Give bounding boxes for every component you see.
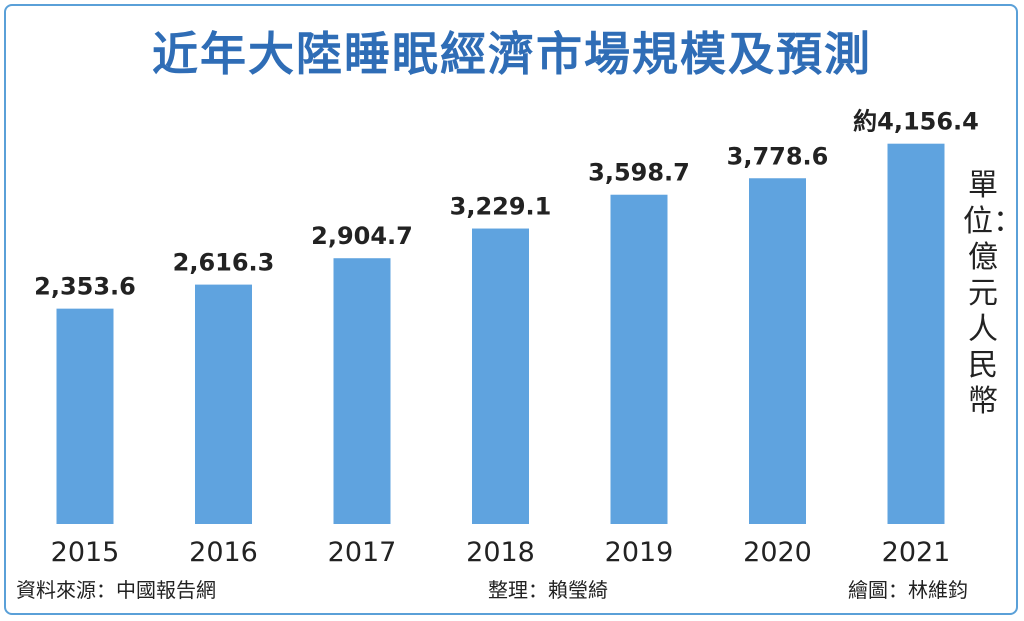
bar-2016 xyxy=(195,284,252,524)
value-label-2021: 約4,156.4 xyxy=(853,108,979,136)
x-tick-2021: 2021 xyxy=(882,537,951,568)
value-label-2016: 2,616.3 xyxy=(173,249,275,277)
artist-credit: 繪圖：林維鈞 xyxy=(848,578,968,602)
bar-2020 xyxy=(749,178,806,524)
bar-2015 xyxy=(56,308,114,524)
value-label-2020: 3,778.6 xyxy=(727,142,829,170)
x-tick-2019: 2019 xyxy=(605,537,674,568)
x-tick-2016: 2016 xyxy=(189,537,258,568)
value-label-2015: 2,353.6 xyxy=(34,273,136,301)
x-tick-2015: 2015 xyxy=(51,537,120,568)
x-tick-2018: 2018 xyxy=(466,537,535,568)
value-label-2018: 3,229.1 xyxy=(450,193,552,221)
bar-2021 xyxy=(887,143,945,525)
bar-2018 xyxy=(472,228,529,524)
value-label-2019: 3,598.7 xyxy=(588,159,690,187)
value-label-2017: 2,904.7 xyxy=(311,222,413,250)
bar-2017 xyxy=(333,258,391,524)
x-tick-2020: 2020 xyxy=(743,537,812,568)
chart-title: 近年大陸睡眠經濟市場規模及預測 xyxy=(152,27,872,81)
x-tick-2017: 2017 xyxy=(328,537,397,568)
editor-credit: 整理：賴瑩綺 xyxy=(488,578,608,602)
bar-2019 xyxy=(610,194,668,525)
unit-label: 單位：億元人民幣 xyxy=(963,168,1023,419)
source-credit: 資料來源：中國報告網 xyxy=(16,578,216,602)
